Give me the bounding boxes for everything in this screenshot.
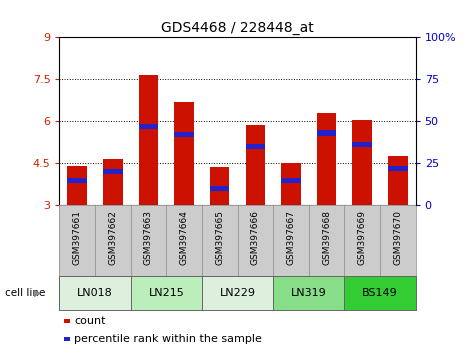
Bar (281, 163, 301, 205)
Text: GSM397665: GSM397665 (215, 210, 224, 265)
Bar (317, 131, 336, 136)
Bar (388, 166, 408, 171)
Bar (281, 178, 301, 183)
Bar (210, 167, 229, 205)
Bar (246, 125, 265, 205)
Text: GSM397666: GSM397666 (251, 210, 260, 265)
Bar (174, 102, 194, 205)
Text: LN215: LN215 (148, 288, 184, 298)
Bar (273, 276, 344, 310)
Bar (317, 113, 336, 205)
Bar (103, 169, 123, 174)
Text: GSM397663: GSM397663 (144, 210, 153, 265)
Text: LN319: LN319 (291, 288, 327, 298)
Bar (344, 276, 416, 310)
Text: cell line: cell line (5, 288, 45, 298)
Text: LN229: LN229 (219, 288, 256, 298)
Text: GSM397664: GSM397664 (180, 210, 189, 265)
Text: ▶: ▶ (34, 288, 42, 298)
Bar (139, 75, 158, 205)
Bar (246, 144, 265, 149)
Text: LN018: LN018 (77, 288, 113, 298)
Bar (103, 159, 123, 205)
Text: GSM397667: GSM397667 (286, 210, 295, 265)
Text: count: count (74, 316, 105, 326)
Bar (59, 276, 131, 310)
Text: percentile rank within the sample: percentile rank within the sample (74, 334, 262, 344)
Text: GSM397669: GSM397669 (358, 210, 367, 265)
Text: GSM397662: GSM397662 (108, 210, 117, 265)
Text: GSM397668: GSM397668 (322, 210, 331, 265)
Bar (131, 276, 202, 310)
Text: GSM397670: GSM397670 (393, 210, 402, 265)
Bar (174, 132, 194, 137)
Text: BS149: BS149 (362, 288, 398, 298)
Bar (352, 120, 372, 205)
Bar (202, 276, 273, 310)
Bar (139, 124, 158, 129)
Bar (67, 178, 87, 183)
Bar (388, 156, 408, 205)
Bar (352, 142, 372, 147)
Title: GDS4468 / 228448_at: GDS4468 / 228448_at (161, 21, 314, 35)
Text: GSM397661: GSM397661 (73, 210, 82, 265)
Bar (67, 166, 87, 205)
Bar (210, 186, 229, 191)
